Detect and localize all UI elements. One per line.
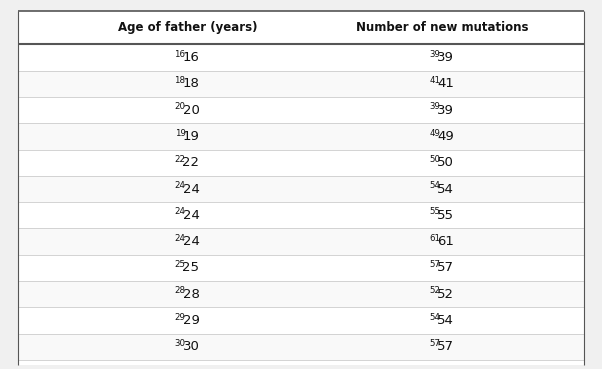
- Text: 39: 39: [429, 102, 440, 111]
- Text: 28: 28: [175, 286, 185, 296]
- Text: 29: 29: [175, 313, 185, 322]
- Text: 28: 28: [182, 288, 199, 301]
- Bar: [18, 176, 584, 202]
- Text: 57: 57: [437, 340, 454, 354]
- Text: 24: 24: [175, 234, 185, 243]
- Text: 24: 24: [182, 235, 199, 248]
- Bar: [18, 149, 584, 176]
- Text: 55: 55: [429, 207, 440, 217]
- Bar: [18, 281, 584, 307]
- Text: 24: 24: [175, 181, 185, 190]
- Bar: [18, 97, 584, 123]
- Text: 61: 61: [437, 235, 454, 248]
- Text: 19: 19: [182, 130, 199, 143]
- Text: 29: 29: [182, 314, 199, 327]
- Bar: [18, 202, 584, 228]
- Text: 54: 54: [429, 313, 440, 322]
- Text: 24: 24: [175, 207, 185, 217]
- Text: 20: 20: [182, 104, 199, 117]
- Text: 50: 50: [429, 155, 440, 164]
- Text: 25: 25: [182, 262, 199, 275]
- Text: 61: 61: [429, 234, 440, 243]
- Text: 18: 18: [182, 77, 199, 90]
- Text: 49: 49: [429, 128, 440, 138]
- Text: 22: 22: [182, 156, 199, 169]
- Bar: [18, 123, 584, 149]
- Bar: [18, 255, 584, 281]
- Text: 18: 18: [175, 76, 185, 85]
- Text: 22: 22: [175, 155, 185, 164]
- Bar: [18, 70, 584, 97]
- Text: 57: 57: [429, 260, 440, 269]
- Bar: [18, 334, 584, 360]
- Bar: [18, 228, 584, 255]
- Text: 30: 30: [182, 340, 199, 354]
- Text: 39: 39: [429, 49, 440, 59]
- Text: 25: 25: [175, 260, 185, 269]
- Text: 20: 20: [175, 102, 185, 111]
- Text: 57: 57: [437, 262, 454, 275]
- Text: 39: 39: [437, 104, 454, 117]
- Text: 24: 24: [182, 209, 199, 222]
- Text: 16: 16: [175, 49, 185, 59]
- Text: Age of father (years): Age of father (years): [118, 21, 258, 34]
- Text: 16: 16: [182, 51, 199, 64]
- Text: 41: 41: [429, 76, 440, 85]
- Bar: [18, 44, 584, 70]
- Text: 54: 54: [429, 181, 440, 190]
- Text: 55: 55: [437, 209, 454, 222]
- Text: 30: 30: [175, 339, 185, 348]
- Bar: [18, 307, 584, 334]
- Text: 50: 50: [437, 156, 454, 169]
- Text: 52: 52: [429, 286, 440, 296]
- Text: 57: 57: [429, 339, 440, 348]
- Text: 41: 41: [437, 77, 454, 90]
- Text: 49: 49: [437, 130, 454, 143]
- Text: 39: 39: [437, 51, 454, 64]
- Text: 52: 52: [437, 288, 454, 301]
- Text: 24: 24: [182, 183, 199, 196]
- Text: 54: 54: [437, 183, 454, 196]
- Text: 19: 19: [175, 128, 185, 138]
- Text: 54: 54: [437, 314, 454, 327]
- Text: Number of new mutations: Number of new mutations: [356, 21, 529, 34]
